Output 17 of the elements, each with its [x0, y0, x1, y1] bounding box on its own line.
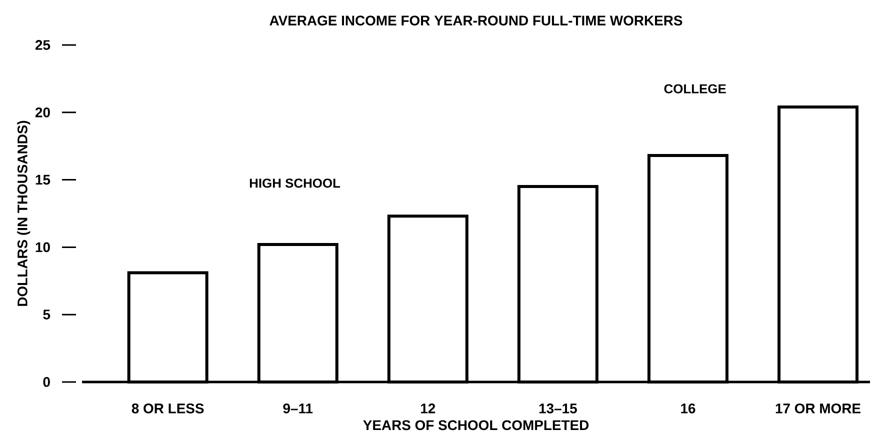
y-tick-label: 5: [43, 310, 50, 320]
y-tick-label: 10: [36, 242, 50, 252]
x-tick-label: 16: [681, 403, 696, 414]
y-tick-label: 25: [35, 40, 50, 50]
x-tick-label: 9–11: [283, 403, 313, 414]
x-tick-label: 17 OR MORE: [776, 403, 860, 414]
y-axis-title: DOLLARS (IN THOUSANDS): [17, 120, 30, 306]
x-tick-label: 13–15: [539, 403, 577, 414]
y-tick-label: 15: [36, 174, 50, 185]
annotation: HIGH SCHOOL: [250, 178, 340, 188]
x-tick-label: 8 OR LESS: [132, 403, 204, 414]
annotation: COLLEGE: [664, 84, 726, 94]
x-axis-title: YEARS OF SCHOOL COMPLETED: [363, 420, 589, 430]
y-tick-label: 20: [35, 107, 50, 118]
y-tick-label: 0: [43, 377, 50, 387]
x-tick-label: 12: [421, 403, 436, 414]
chart-title: AVERAGE INCOME FOR YEAR-ROUND FULL-TIME WORKERS: [270, 16, 682, 26]
